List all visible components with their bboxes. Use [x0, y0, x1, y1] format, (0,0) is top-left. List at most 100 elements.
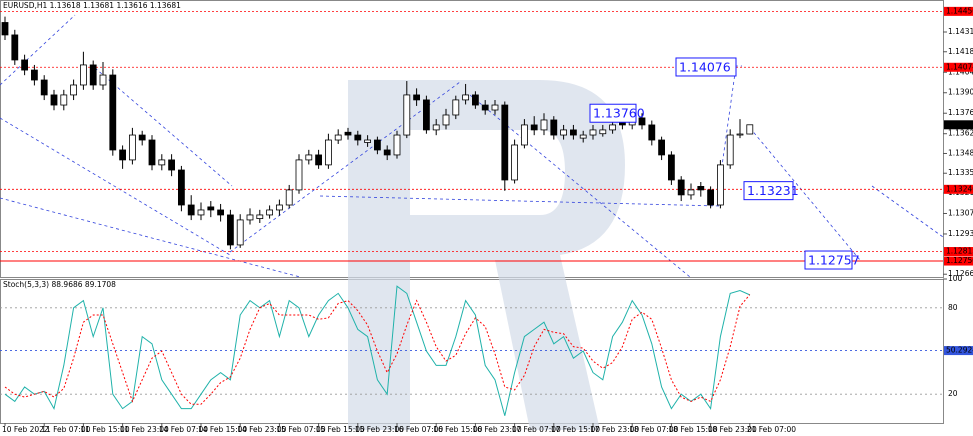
candle-body — [560, 129, 567, 136]
candle-body — [403, 94, 411, 136]
level-label: 1.12815 — [946, 247, 973, 256]
candle-body — [305, 154, 313, 161]
candle-body — [638, 117, 646, 126]
price-callout — [804, 250, 853, 270]
candle-body — [217, 209, 225, 216]
header-open: 1.13618 — [50, 1, 81, 10]
header-low: 1.13616 — [116, 1, 147, 10]
candle-body — [119, 149, 126, 161]
candle-body — [236, 219, 244, 246]
candle-body — [148, 139, 156, 166]
candle-body — [344, 131, 352, 136]
level-label: 1.13240 — [946, 184, 973, 193]
x-tick-label: 16 Feb 23:00 — [472, 425, 521, 434]
candle-body — [1, 22, 9, 36]
candle-body — [246, 214, 254, 221]
candle-body — [324, 139, 332, 166]
candle-body — [295, 159, 303, 191]
candle-body — [354, 134, 362, 141]
price-callout-label: 1.12757 — [808, 253, 860, 268]
candle-body — [648, 124, 656, 141]
y-tick-label: 1.12660 — [948, 269, 973, 278]
candle-body — [442, 114, 450, 126]
candle-body — [60, 94, 68, 106]
candle-body — [197, 209, 205, 216]
candle-body — [707, 189, 714, 206]
y-tick-label: 80 — [948, 303, 958, 312]
x-tick-label: 14 Feb 07:00 — [159, 425, 208, 434]
candle-body — [579, 134, 587, 139]
candle-body — [521, 124, 528, 146]
candle-body — [256, 214, 264, 220]
candle-body — [383, 149, 391, 156]
candle-body — [70, 84, 77, 96]
level-label-bg — [944, 247, 973, 257]
candle-body — [109, 74, 117, 151]
header-close: 1.13681 — [150, 1, 181, 10]
y-tick-label: 100 — [948, 274, 963, 283]
level-label-bg — [944, 62, 973, 72]
candle-body — [697, 186, 705, 191]
candle-body — [462, 94, 470, 101]
y-tick-label: 1.13350 — [948, 168, 973, 177]
x-tick-label: 14 Feb 23:00 — [237, 425, 286, 434]
y-tick-label: 1.13485 — [948, 148, 973, 157]
candle-body — [481, 104, 489, 111]
stoch-header: Stoch(5,3,3) 88.9686 89.1708 — [3, 280, 116, 289]
candle-body — [736, 133, 744, 136]
candle-body — [21, 59, 29, 71]
x-tick-label: 17 Feb 15:00 — [551, 425, 600, 434]
price-callout — [589, 103, 637, 123]
candle-body — [266, 209, 274, 216]
candle-body — [30, 69, 38, 81]
candle-body — [511, 144, 519, 181]
y-tick-label: 1.13900 — [948, 88, 973, 97]
y-tick-label: 1.13620 — [948, 129, 973, 138]
y-tick-label: 1.14180 — [948, 47, 973, 56]
candle-body — [687, 189, 695, 196]
trend-lines — [0, 14, 944, 278]
candle-body — [187, 204, 195, 216]
x-tick-label: 15 Feb 23:00 — [355, 425, 404, 434]
candle-body — [668, 154, 675, 181]
x-tick-label: 18 Feb 07:00 — [629, 425, 678, 434]
candle-body — [717, 164, 724, 206]
candle-body — [11, 34, 19, 61]
candle-body — [177, 169, 185, 206]
y-tick-label: 1.13760 — [948, 108, 973, 117]
candle-body — [138, 134, 146, 141]
level-label-bg — [944, 184, 973, 194]
candle-body — [452, 99, 460, 116]
x-tick-label: 17 Feb 07:00 — [512, 425, 561, 434]
stoch-line — [4, 285, 751, 416]
candle-body — [677, 179, 685, 196]
x-tick-label: 14 Feb 15:00 — [198, 425, 247, 434]
candle-body — [168, 159, 176, 171]
y-tick-label: 50.2924 — [946, 346, 973, 355]
candle-body — [128, 134, 136, 161]
price-callout — [743, 181, 794, 201]
candle-body — [226, 214, 234, 246]
stoch-main-value: 88.9686 — [52, 280, 83, 289]
x-tick-label: 17 Feb 23:00 — [590, 425, 639, 434]
x-tick-label: 15 Feb 15:00 — [316, 425, 365, 434]
level-label: 1.12750 — [946, 256, 973, 265]
x-tick-label: 18 Feb 23:00 — [708, 425, 757, 434]
candle-body — [726, 134, 734, 166]
level-label: 1.14456 — [946, 6, 973, 15]
level-label: 1.14074 — [946, 62, 973, 71]
level-label-bg — [944, 256, 973, 266]
y-tick-label: 20 — [948, 389, 958, 398]
candle-body — [550, 119, 558, 136]
candle-body — [599, 129, 607, 135]
candle-body — [609, 124, 616, 131]
x-tick-label: 16 Feb 07:00 — [394, 425, 443, 434]
candle-body — [285, 189, 293, 206]
candle-body — [89, 64, 97, 86]
x-tick-label: 16 Feb 15:00 — [433, 425, 482, 434]
price-callout-label: 1.14076 — [679, 59, 731, 74]
candle-body — [40, 79, 48, 96]
x-tick-label: 18 Feb 15:00 — [668, 425, 717, 434]
